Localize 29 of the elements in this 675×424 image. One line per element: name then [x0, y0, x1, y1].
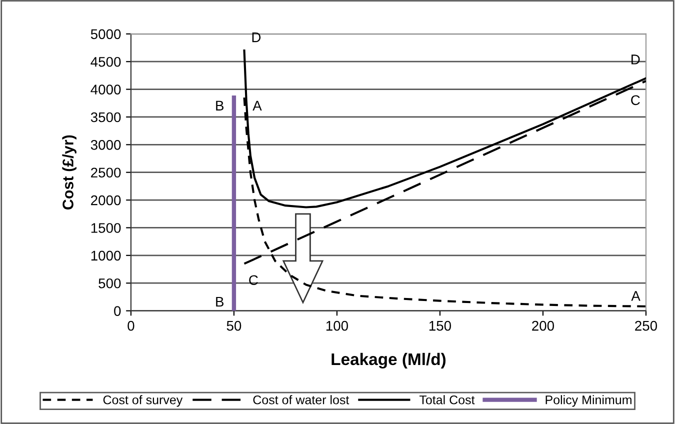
y-tick-label: 3000	[90, 140, 121, 150]
legend-label: Cost of water lost	[253, 395, 350, 404]
y-tick-label: 3500	[90, 112, 121, 122]
y-tick-label: 500	[98, 278, 121, 288]
y-tick-label: 0	[114, 306, 121, 316]
x-tick-label: 100	[326, 320, 348, 331]
x-tick-label: 200	[532, 320, 554, 331]
annotation: A	[252, 100, 262, 110]
annotation: B	[216, 100, 224, 110]
legend-label: Policy Minimum	[546, 395, 632, 407]
y-tick-label: 1000	[91, 250, 121, 261]
legend-label: Cost of survey	[103, 395, 183, 407]
y-axis-title: Cost (£/yr)	[62, 135, 76, 210]
x-tick-label: 150	[429, 320, 452, 331]
legend-label: Total Cost	[419, 395, 475, 404]
y-tick-label: 4000	[90, 84, 121, 94]
y-tick-label: 4500	[90, 56, 121, 67]
y-tick-label: 5000	[90, 29, 121, 40]
y-tick-label: 1500	[91, 223, 121, 233]
annotation: B	[216, 296, 224, 307]
annotation: A	[631, 291, 640, 301]
annotation: C	[631, 95, 640, 106]
y-tick-label: 2500	[91, 168, 121, 178]
x-tick-label: 250	[635, 320, 658, 331]
x-axis-title: Leakage (Ml/d)	[332, 352, 446, 369]
y-tick-label: 2000	[91, 195, 121, 206]
x-tick-label: 50	[226, 320, 242, 331]
x-tick-label: 0	[128, 320, 134, 331]
annotation: D	[252, 32, 261, 42]
